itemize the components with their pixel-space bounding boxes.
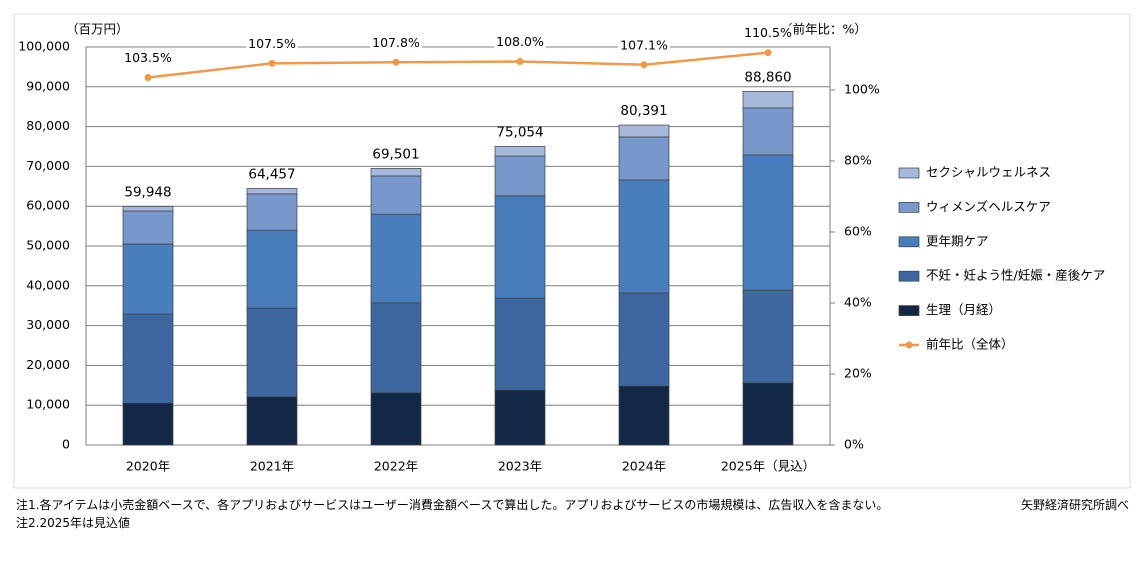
chart: （百万円） （前年比：%） 0 10,000 20,000 30,000 40,000 5… xyxy=(13,13,1131,489)
y2-tick-label: 100% xyxy=(844,81,880,96)
line-value-label: 108.0% xyxy=(496,34,544,49)
y-tick-label: 30,000 xyxy=(26,317,70,332)
line-value-label: 110.5% xyxy=(744,25,792,40)
bar-segment xyxy=(494,155,546,197)
bar-segment xyxy=(618,136,670,181)
bar-segment xyxy=(494,389,546,446)
y-tick-label: 0 xyxy=(62,437,70,452)
legend-marker xyxy=(905,341,913,349)
bar-segment xyxy=(122,402,174,446)
bar-segment xyxy=(618,179,670,294)
source: 矢野経済研究所調べ xyxy=(1020,498,1129,512)
line-point xyxy=(516,58,524,66)
label-bg xyxy=(246,36,298,53)
total-label: 75,054 xyxy=(496,124,543,140)
y2-tick-label: 60% xyxy=(844,223,872,238)
total-label: 88,860 xyxy=(744,69,791,85)
bar-segment xyxy=(246,188,298,195)
legend-label: 前年比（全体） xyxy=(926,337,1014,352)
line-value-label: 103.5% xyxy=(124,50,172,65)
y-tick-label: 80,000 xyxy=(26,118,70,133)
y-tick-label: 100,000 xyxy=(18,39,70,54)
line xyxy=(147,51,769,79)
label-bg xyxy=(122,50,174,67)
bar-segment xyxy=(618,292,670,387)
line-point xyxy=(640,61,648,69)
bar-segment xyxy=(370,168,422,177)
bar-segment xyxy=(246,193,298,231)
bar-segment xyxy=(742,90,794,109)
line-value-label: 107.5% xyxy=(248,36,296,51)
legend-swatch xyxy=(898,305,920,316)
x-tick-label: 2020年 xyxy=(126,459,170,474)
y2-tick-label: 80% xyxy=(844,152,872,167)
note: 注2.2025年は見込値 xyxy=(16,516,130,530)
plot-border xyxy=(85,46,831,446)
legend-swatch xyxy=(898,202,920,213)
label-bg xyxy=(494,34,546,51)
y-tick-label: 70,000 xyxy=(26,158,70,173)
chart-border xyxy=(13,13,1131,489)
bar-segment xyxy=(370,175,422,215)
total-label: 69,501 xyxy=(372,146,419,162)
label-bg xyxy=(618,37,670,54)
total-label: 80,391 xyxy=(620,103,667,119)
legend-label: 更年期ケア xyxy=(926,233,989,248)
total-label: 59,948 xyxy=(124,184,171,200)
legend-swatch xyxy=(898,236,920,248)
bar-segment xyxy=(742,154,794,291)
x-tick-label: 2022年 xyxy=(374,459,418,474)
bar-segment xyxy=(122,313,174,404)
x-tick-label: 2025年（見込） xyxy=(721,459,815,474)
x-tick-label: 2021年 xyxy=(250,459,294,474)
legend-label: セクシャルウェルネス xyxy=(926,165,1051,180)
bar-segment xyxy=(494,145,546,157)
bar-segment xyxy=(246,229,298,309)
bar-segment xyxy=(618,124,670,138)
note: 注1.各アイテムは小売金額ベースで、各アプリおよびサービスはユーザー消費金額ベー… xyxy=(16,498,889,512)
legend-swatch xyxy=(898,167,920,179)
line-point xyxy=(392,58,400,66)
line-value-label: 107.8% xyxy=(372,35,420,50)
label-bg xyxy=(742,25,794,42)
bar-segment xyxy=(246,307,298,398)
legend-label: 生理（月経） xyxy=(926,302,1001,317)
bar-segment xyxy=(122,206,174,212)
legend-swatch xyxy=(898,270,920,282)
legend-label: ウィメンズヘルスケア xyxy=(926,199,1051,214)
y-unit-label: （百万円） xyxy=(66,22,129,37)
legend-label: 不妊・妊よう性/妊娠・産後ケア xyxy=(926,268,1105,283)
label-bg xyxy=(370,35,422,52)
bar-segment xyxy=(370,213,422,304)
bar-segment xyxy=(742,289,794,384)
line-point xyxy=(764,49,772,57)
line-point xyxy=(268,59,276,67)
y2-tick-label: 0% xyxy=(844,437,864,452)
bar-segment xyxy=(618,385,670,446)
y-tick-label: 50,000 xyxy=(26,238,70,253)
y-tick-label: 40,000 xyxy=(26,277,70,292)
x-tick-label: 2023年 xyxy=(498,459,542,474)
y-tick-label: 90,000 xyxy=(26,78,70,93)
y2-tick-label: 20% xyxy=(844,365,872,380)
line-point xyxy=(144,74,152,82)
bar-segment xyxy=(370,302,422,394)
bar-segment xyxy=(370,392,422,446)
bar-segment xyxy=(494,195,546,299)
bar-segment xyxy=(494,297,546,391)
x-tick-label: 2024年 xyxy=(622,459,666,474)
bar-segment xyxy=(246,396,298,446)
y-tick-label: 20,000 xyxy=(26,357,70,372)
bar-segment xyxy=(122,243,174,315)
bar-segment xyxy=(742,382,794,446)
line-value-label: 107.1% xyxy=(620,37,668,52)
total-label: 64,457 xyxy=(248,166,295,182)
y-tick-label: 60,000 xyxy=(26,198,70,213)
bar-segment xyxy=(742,107,794,156)
y-tick-label: 10,000 xyxy=(26,397,70,412)
bar-segment xyxy=(122,210,174,245)
y2-unit-label: （前年比：%） xyxy=(780,22,867,37)
y2-tick-label: 40% xyxy=(844,294,872,309)
